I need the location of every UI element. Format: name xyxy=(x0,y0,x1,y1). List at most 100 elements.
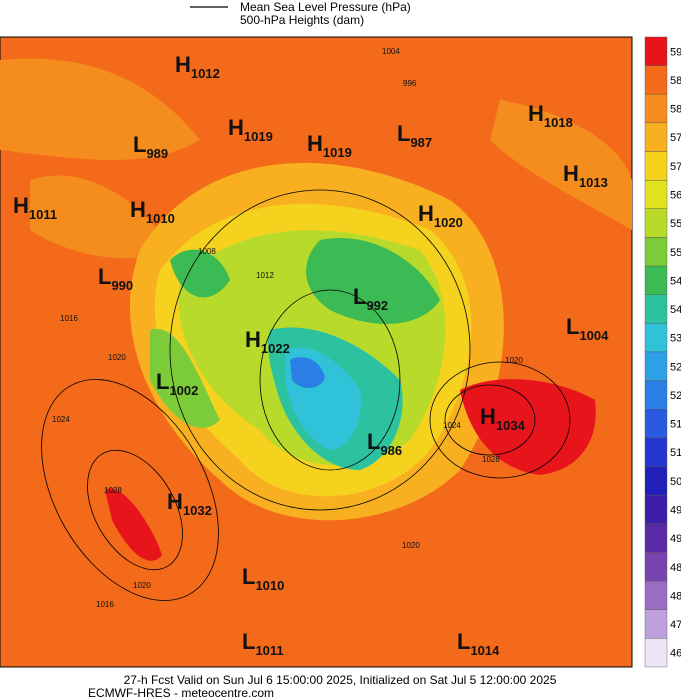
pressure-center: H1013 xyxy=(563,161,608,190)
center-kind: H xyxy=(167,489,183,514)
center-value: 989 xyxy=(146,146,168,161)
center-value: 1004 xyxy=(579,328,609,343)
field xyxy=(105,488,162,561)
center-value: 1014 xyxy=(470,643,500,658)
colorbar-label: 486 xyxy=(670,562,681,574)
colorbar-swatch xyxy=(644,208,668,238)
center-kind: H xyxy=(307,131,323,156)
center-value: 1020 xyxy=(434,215,463,230)
pressure-center: L989 xyxy=(133,132,168,161)
colorbar-swatch xyxy=(644,609,668,639)
center-value: 1011 xyxy=(29,207,57,222)
colorbar-label: 570 xyxy=(670,161,681,173)
colorbar-label: 480 xyxy=(670,590,681,602)
center-kind: L xyxy=(242,564,255,589)
center-kind: L xyxy=(98,264,111,289)
field xyxy=(490,100,632,230)
colorbar-label: 492 xyxy=(670,533,681,545)
center-kind: L xyxy=(353,284,366,309)
colorbar-label: 564 xyxy=(670,190,681,202)
center-value: 1010 xyxy=(146,211,175,226)
colorbar-swatch xyxy=(644,466,668,496)
contour-label: 1024 xyxy=(443,421,461,430)
colorbar-label: 594 xyxy=(670,46,681,58)
contour-label: 1008 xyxy=(198,247,216,256)
center-value: 1032 xyxy=(183,503,212,518)
pressure-center: H1011 xyxy=(13,193,57,222)
center-value: 990 xyxy=(111,278,133,293)
contour xyxy=(41,379,219,601)
center-kind: L xyxy=(566,314,579,339)
colorbar-label: 474 xyxy=(670,619,681,631)
contour-label: 996 xyxy=(403,79,417,88)
colorbar-swatch xyxy=(644,552,668,582)
center-kind: H xyxy=(13,193,29,218)
colorbar-swatch xyxy=(644,36,668,66)
pressure-center: L1004 xyxy=(566,314,609,343)
colorbar-swatch xyxy=(644,523,668,553)
center-kind: L xyxy=(397,121,410,146)
pressure-center: H1022 xyxy=(245,327,290,356)
legend-heights: 500-hPa Heights (dam) xyxy=(240,13,364,27)
colorbar-swatch xyxy=(644,437,668,467)
pressure-center: H1034 xyxy=(480,404,526,433)
center-kind: L xyxy=(242,629,255,654)
contour-label: 1004 xyxy=(382,47,400,56)
contour-label: 1012 xyxy=(256,271,274,280)
colorbar-swatch xyxy=(644,179,668,210)
colorbar-swatch xyxy=(644,580,668,610)
center-kind: L xyxy=(367,429,380,454)
center-value: 1019 xyxy=(323,145,352,160)
colorbar-swatch xyxy=(644,237,668,267)
colorbar-swatch xyxy=(644,122,668,152)
center-value: 1018 xyxy=(544,115,573,130)
field xyxy=(306,238,440,324)
colorbar-label: 588 xyxy=(670,75,681,87)
pressure-center: L987 xyxy=(397,121,432,150)
contour-label: 1028 xyxy=(104,486,122,495)
colorbar-label: 546 xyxy=(670,275,681,287)
center-kind: L xyxy=(133,132,146,157)
colorbar-swatch xyxy=(644,65,668,95)
pressure-center: L1002 xyxy=(156,369,198,398)
pressure-center: H1012 xyxy=(175,52,220,81)
footer-source: ECMWF-HRES - meteocentre.com xyxy=(88,686,274,700)
center-kind: H xyxy=(228,115,244,140)
colorbar-swatch xyxy=(644,294,668,324)
colorbar-label: 558 xyxy=(670,218,681,230)
center-value: 1002 xyxy=(169,383,198,398)
center-value: 1034 xyxy=(496,418,526,433)
pressure-center: L1014 xyxy=(457,629,500,658)
pressure-center: H1018 xyxy=(528,101,573,130)
center-value: 1010 xyxy=(255,578,284,593)
center-kind: L xyxy=(457,629,470,654)
contour-label: 1020 xyxy=(133,581,151,590)
center-kind: L xyxy=(156,369,169,394)
center-value: 1019 xyxy=(244,129,273,144)
center-value: 987 xyxy=(410,135,432,150)
colorbar-swatch xyxy=(644,380,668,410)
colorbar-label: 534 xyxy=(670,333,681,345)
field xyxy=(290,357,325,388)
colorbar-label: 504 xyxy=(670,476,681,488)
center-value: 986 xyxy=(380,443,402,458)
pressure-center: L1011 xyxy=(242,629,284,658)
center-kind: H xyxy=(418,201,434,226)
contour xyxy=(87,449,183,571)
field xyxy=(30,175,170,259)
pressure-center: H1032 xyxy=(167,489,212,518)
center-kind: H xyxy=(528,101,544,126)
colorbar-swatch xyxy=(644,323,668,353)
colorbar-swatch xyxy=(644,638,668,668)
pressure-center: L990 xyxy=(98,264,133,293)
colorbar-label: 528 xyxy=(670,361,681,373)
colorbar: 594 588 582 576 570 564 558 552 546 540 534 528 522 5… xyxy=(644,36,681,668)
contour-label: 1024 xyxy=(52,415,70,424)
pressure-center: L992 xyxy=(353,284,388,313)
colorbar-swatch xyxy=(644,265,668,295)
colorbar-label: 516 xyxy=(670,419,681,431)
center-value: 1011 xyxy=(255,643,283,658)
